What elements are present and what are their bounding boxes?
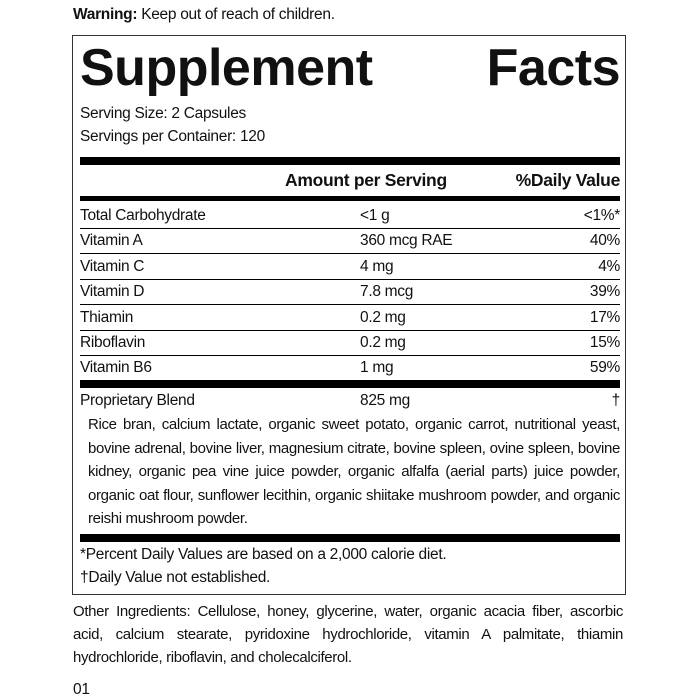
nutrient-dv: <1%*	[583, 207, 621, 224]
supplement-facts-panel	[72, 35, 626, 595]
nutrient-name: Total Carbohydrate	[80, 207, 206, 224]
nutrient-amount: 4 mg	[360, 257, 394, 275]
title-word-supplement: Supplement	[80, 39, 373, 97]
row-divider	[80, 355, 620, 356]
nutrient-name: Thiamin	[80, 308, 134, 326]
nutrient-amount: 0.2 mg	[360, 334, 406, 351]
nutrient-amount: <1 g	[360, 207, 390, 224]
thick-divider	[80, 157, 620, 165]
nutrient-row: Vitamin B6 1 mg 59%	[80, 356, 620, 380]
lot-code: 01	[73, 681, 90, 698]
medium-divider	[80, 196, 620, 201]
nutrient-amount: 7.8 mcg	[360, 283, 414, 301]
nutrient-dv: 17%	[589, 308, 620, 326]
row-divider	[80, 304, 620, 306]
servings-per-container: Servings per Container: 120	[80, 128, 265, 145]
nutrient-dv: 59%	[589, 359, 620, 377]
warning-text: Keep out of reach of children.	[141, 6, 335, 23]
row-divider	[80, 228, 620, 229]
warning: Warning: Keep out of reach of children.	[73, 6, 335, 24]
nutrient-row: Vitamin A 360 mcg RAE 40%	[80, 229, 620, 253]
nutrient-amount: 360 mcg RAE	[360, 232, 453, 250]
serving-size: Serving Size: 2 Capsules	[80, 105, 246, 122]
blend-ingredients: Rice bran, calcium lactate, organic swee…	[88, 416, 620, 527]
blend-name: Proprietary Blend	[80, 392, 195, 409]
blend-row: Proprietary Blend 825 mg †	[80, 389, 620, 413]
header-daily-value: %Daily Value	[515, 170, 621, 190]
row-divider	[80, 329, 620, 331]
other-ingredients: Other Ingredients: Cellulose, honey, gly…	[73, 603, 623, 666]
panel-title: Supplement Facts	[80, 38, 621, 98]
nutrient-dv: 39%	[589, 283, 620, 301]
nutrient-row: Vitamin C 4 mg 4%	[80, 255, 620, 279]
footnote-dv: *Percent Daily Values are based on a 2,0…	[80, 546, 447, 563]
nutrient-name: Vitamin A	[80, 232, 143, 250]
nutrient-row: Total Carbohydrate <1 g <1%*	[80, 204, 620, 228]
title-word-facts: Facts	[486, 39, 621, 97]
nutrient-amount: 1 mg	[360, 359, 394, 377]
warning-label: Warning:	[73, 6, 138, 23]
nutrient-row: Vitamin D 7.8 mcg 39%	[80, 280, 620, 304]
nutrient-row: Riboflavin 0.2 mg 15%	[80, 331, 620, 355]
nutrient-dv: 4%	[598, 257, 620, 275]
header-amount: Amount per Serving	[285, 170, 447, 190]
nutrient-name: Vitamin C	[80, 257, 145, 275]
row-divider	[80, 278, 620, 280]
row-divider	[80, 253, 620, 255]
nutrient-dv: 40%	[589, 232, 620, 250]
nutrient-row: Thiamin 0.2 mg 17%	[80, 306, 620, 330]
nutrient-amount: 0.2 mg	[360, 308, 406, 326]
nutrient-name: Vitamin B6	[80, 359, 152, 377]
nutrient-name: Riboflavin	[80, 334, 146, 351]
thick-divider	[80, 534, 620, 542]
nutrient-name: Vitamin D	[80, 283, 145, 301]
thick-divider	[80, 380, 620, 388]
blend-amount: 825 mg	[360, 392, 410, 409]
footnote-dagger: †Daily Value not established.	[80, 569, 271, 586]
blend-dv: †	[611, 392, 621, 409]
nutrient-dv: 15%	[589, 334, 620, 351]
